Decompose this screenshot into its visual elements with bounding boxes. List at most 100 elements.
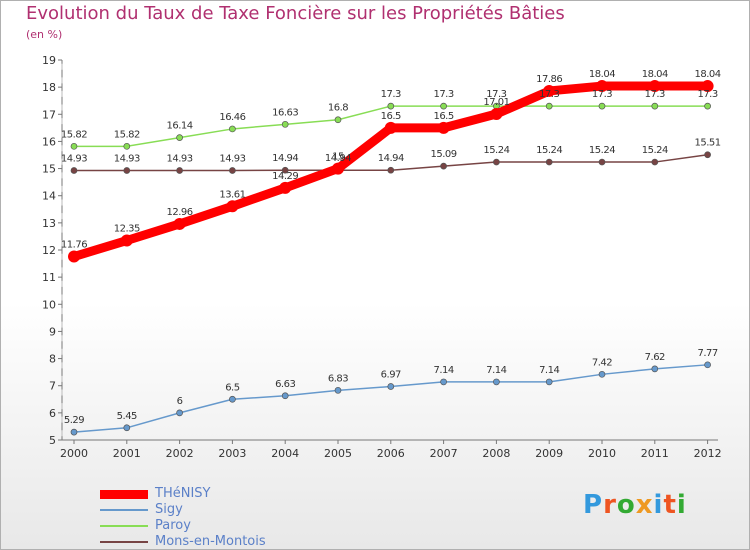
y-tick-label: 12: [42, 244, 56, 257]
data-point: [545, 102, 553, 110]
data-point: [493, 378, 500, 386]
x-tick-label: 2005: [324, 447, 352, 460]
data-point: [229, 167, 236, 174]
x-tick-label: 2006: [377, 447, 405, 460]
x-tick-label: 2008: [482, 447, 510, 460]
data-label: 14.93: [114, 153, 140, 164]
y-tick-label: 8: [49, 353, 56, 366]
data-point: [543, 84, 556, 97]
data-point: [440, 162, 447, 170]
legend-swatch: [100, 525, 148, 527]
x-tick-label: 2011: [641, 447, 669, 460]
data-label: 16.5: [381, 111, 401, 122]
logo-letter: i: [676, 490, 687, 520]
data-label: 14.29: [272, 171, 298, 182]
logo-letter: r: [603, 490, 617, 520]
x-tick-label: 2012: [694, 447, 722, 460]
x-tick-label: 2007: [430, 447, 458, 460]
data-point: [440, 378, 447, 386]
data-point: [281, 392, 289, 400]
data-label: 14.93: [61, 153, 87, 164]
data-point: [176, 134, 183, 141]
data-label: 15.24: [536, 145, 562, 156]
x-tick-label: 2002: [166, 447, 194, 460]
data-point: [387, 102, 395, 110]
data-label: 16.63: [272, 107, 298, 118]
data-label: 7.14: [433, 365, 453, 376]
data-label: 7.77: [697, 348, 717, 359]
data-label: 17.3: [645, 89, 665, 100]
y-tick-label: 9: [49, 325, 56, 338]
data-point: [493, 158, 500, 166]
data-label: 6.83: [328, 373, 348, 384]
y-tick-label: 11: [42, 271, 56, 284]
data-point: [123, 142, 131, 150]
data-point: [229, 395, 236, 403]
data-label: 14.94: [325, 153, 351, 164]
data-label: 17.3: [592, 89, 612, 100]
y-tick-label: 16: [42, 135, 56, 148]
data-point: [598, 102, 606, 110]
data-point: [596, 80, 608, 93]
data-point: [440, 102, 447, 110]
data-point: [651, 102, 659, 110]
data-label: 15.24: [483, 145, 509, 156]
data-point: [334, 386, 342, 394]
data-label: 15.09: [431, 149, 457, 160]
x-tick-label: 2001: [113, 447, 141, 460]
data-point: [120, 234, 133, 247]
data-point: [648, 80, 661, 93]
data-label: 15.82: [61, 129, 87, 140]
data-point: [598, 158, 606, 166]
data-point: [70, 428, 78, 436]
data-label: 14.93: [167, 153, 193, 164]
data-label: 15.24: [589, 145, 615, 156]
data-label: 18.04: [642, 69, 668, 80]
data-label: 17.3: [433, 89, 453, 100]
data-label: 18.04: [589, 69, 615, 80]
data-label: 6: [177, 396, 183, 407]
data-label: 6.5: [225, 382, 240, 393]
y-tick-label: 6: [49, 407, 56, 420]
data-point: [332, 162, 344, 175]
data-point: [545, 158, 553, 166]
data-label: 15.82: [114, 129, 140, 140]
data-point: [651, 365, 659, 373]
data-point: [226, 200, 239, 213]
legend-swatch: [100, 541, 148, 543]
data-label: 17.3: [486, 89, 506, 100]
data-label: 5.45: [117, 411, 137, 422]
data-point: [70, 142, 78, 150]
legend-label: THéNISY: [155, 486, 211, 501]
data-point: [281, 166, 289, 174]
chart-unit-label: (en %): [26, 28, 63, 41]
data-point: [437, 121, 450, 134]
data-label: 5.29: [64, 415, 84, 426]
y-tick-label: 10: [42, 298, 56, 311]
data-point: [704, 102, 711, 110]
data-label: 17.3: [381, 89, 401, 100]
y-tick-label: 14: [42, 190, 56, 203]
data-label: 14.94: [272, 153, 298, 164]
y-tick-label: 17: [42, 108, 56, 121]
data-point: [123, 167, 131, 174]
y-tick-label: 15: [42, 163, 56, 176]
data-label: 17.3: [697, 89, 717, 100]
y-tick-label: 13: [42, 217, 56, 230]
data-point: [651, 158, 659, 166]
data-point: [384, 121, 397, 134]
data-label: 16.14: [167, 121, 193, 132]
x-tick-label: 2003: [218, 447, 246, 460]
x-tick-label: 2010: [588, 447, 616, 460]
data-label: 7.14: [539, 365, 559, 376]
logo-letter: o: [616, 490, 636, 520]
data-point: [281, 120, 289, 128]
x-tick-label: 2000: [60, 447, 88, 460]
legend-label: Paroy: [155, 518, 191, 533]
data-point: [387, 383, 395, 390]
legend-label: Sigy: [155, 502, 183, 517]
legend-swatch: [100, 489, 148, 499]
y-tick-label: 5: [49, 434, 56, 447]
data-label: 17.86: [536, 74, 562, 85]
data-point: [701, 80, 714, 93]
